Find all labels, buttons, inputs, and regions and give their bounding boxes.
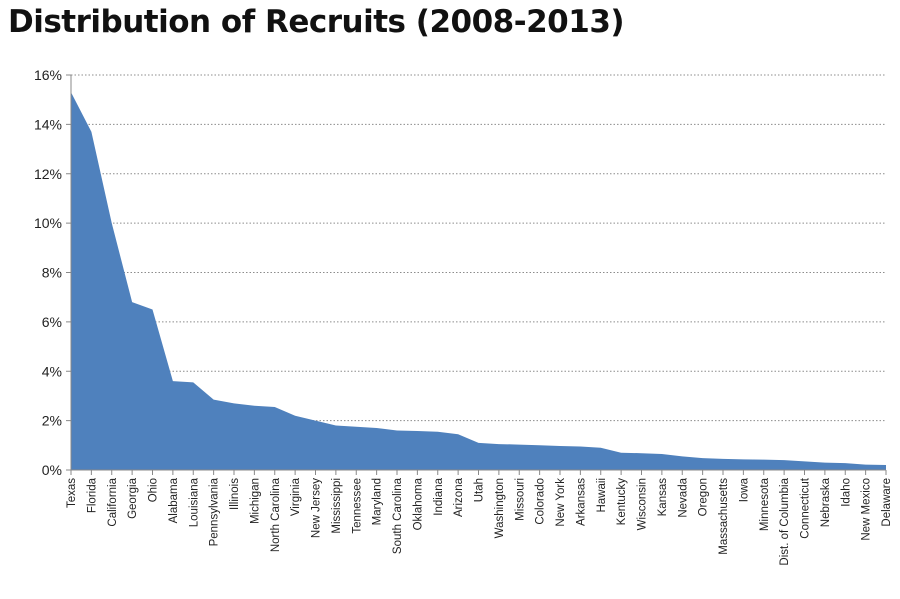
x-tick-label-hawaii: Hawaii [596,478,608,513]
y-tick-labels: 0% 2% 4% 6% 8% 10% 12% 14% 16% [34,67,62,478]
x-tick-label-tennessee: Tennessee [351,478,363,534]
x-tick-label-virginia: Virginia [290,477,302,516]
x-tick-label-alabama: Alabama [168,477,180,523]
y-tick-label: 16% [34,67,62,83]
x-tick-label-wisconsin: Wisconsin [637,478,649,530]
x-tick-label-california: California [107,477,119,526]
x-tick-label-pennsylvania: Pennsylvania [209,477,221,546]
x-tick-label-ohio: Ohio [148,478,160,502]
x-tick-labels: Texas Florida California Georgia Ohio Alabama… [66,470,893,566]
x-tick-label-minnesota: Minnesota [759,477,771,531]
x-tick-label-new-york: New York [555,478,567,527]
x-tick-label-missouri: Missouri [514,478,526,521]
y-tick-label: 8% [42,265,62,281]
x-tick-label-south-carolina: South Carolina [392,477,404,554]
y-tick-label: 6% [42,314,62,330]
y-tick-label: 0% [42,462,62,478]
x-tick-label-new-mexico: New Mexico [861,478,873,541]
gridlines [66,74,886,471]
x-tick-label-nevada: Nevada [677,477,689,517]
x-tick-label-florida: Florida [86,477,98,513]
x-tick-label-north-carolina: North Carolina [270,477,282,552]
x-tick-label-colorado: Colorado [535,478,547,525]
x-tick-label-michigan: Michigan [249,478,261,524]
y-tick-label: 10% [34,215,62,231]
y-tick-label: 12% [34,166,62,182]
x-tick-label-indiana: Indiana [433,477,445,515]
area-fill [71,92,886,470]
y-tick-label: 14% [34,116,62,132]
x-tick-label-massachusetts: Massachusetts [718,478,730,555]
chart-title: Distribution of Recruits (2008-2013) [8,4,625,40]
x-tick-label-idaho: Idaho [840,478,852,507]
x-tick-label-illinois: Illinois [229,478,241,510]
x-tick-label-mississippi: Mississippi [331,478,343,534]
x-tick-label-oklahoma: Oklahoma [412,477,424,530]
x-tick-label-arizona: Arizona [453,477,465,517]
x-tick-label-louisiana: Louisiana [188,477,200,527]
x-tick-label-new-jersey: New Jersey [311,478,323,538]
x-tick-label-kansas: Kansas [657,478,669,517]
area-series [70,92,887,470]
x-tick-label-iowa: Iowa [738,477,750,502]
x-tick-label-texas: Texas [66,478,78,508]
x-tick-label-delaware: Delaware [881,478,893,527]
x-tick-label-maryland: Maryland [372,478,384,525]
x-tick-label-oregon: Oregon [698,478,710,516]
x-tick-label-connecticut: Connecticut [800,477,812,539]
y-tick-label: 4% [42,363,62,379]
y-tick-label: 2% [42,413,62,429]
x-tick-label-kentucky: Kentucky [616,478,628,526]
x-tick-label-nebraska: Nebraska [820,477,832,527]
x-tick-label-georgia: Georgia [127,477,139,519]
x-tick-label-dist-of-columbia: Dist. of Columbia [779,477,791,565]
x-tick-label-utah: Utah [474,478,486,502]
x-tick-label-washington: Washington [494,478,506,538]
x-tick-label-arkansas: Arkansas [575,478,587,526]
